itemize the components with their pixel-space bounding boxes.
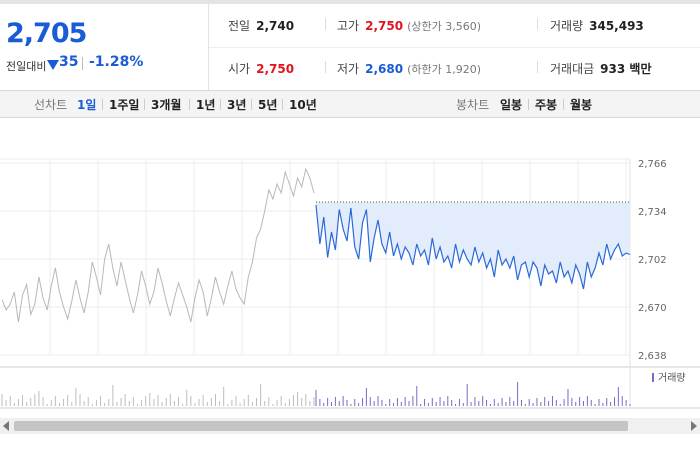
today-price-line [315,204,631,290]
tab-5years[interactable]: 5년 [258,98,278,112]
quote-panel: 2,705 전일대비 35 -1.28% 전일 2,740 고가 2,750 (상한가… [0,4,700,91]
change-divider [82,57,83,70]
candle-chart-title: 봉차트 [456,98,490,112]
y-tick-label: 2,702 [638,255,667,266]
y-tick-label: 2,670 [638,303,667,314]
tab-3years[interactable]: 3년 [227,98,247,112]
amount-value: 933 백만 [600,62,652,76]
current-price-box: 2,705 전일대비 35 -1.28% [0,4,209,90]
open-label: 시가 [228,62,251,76]
y-tick-label: 2,734 [638,207,667,218]
volume: 거래량 345,493 [550,17,644,34]
tab-separator [220,99,221,110]
tab-daily-candle[interactable]: 일봉 [500,98,523,112]
tab-separator [563,99,564,110]
y-axis-ticks: 2,766 2,734 2,702 2,670 2,638 [638,159,667,362]
tab-separator [144,99,145,110]
scroll-right-arrow-icon[interactable] [691,421,697,431]
chart-tab-bar: 선차트 1일 1주일 3개월 1년 3년 5년 10년 봉차트 일봉 주봉 월봉 [0,91,700,118]
chart-grid [0,158,700,409]
row-divider [209,47,700,48]
tab-10years[interactable]: 10년 [289,98,317,112]
tab-separator [528,99,529,110]
open-value: 2,750 [256,62,295,76]
separator [325,61,326,73]
tab-monthly-candle[interactable]: 월봉 [570,98,593,112]
high: 고가 2,750 (상한가 3,560) [337,17,481,34]
separator [537,61,538,73]
high-value: 2,750 [365,19,404,33]
tab-weekly-candle[interactable]: 주봉 [535,98,558,112]
lower-limit: (하한가 1,920) [407,63,481,76]
change-label: 전일대비 [6,60,47,73]
low: 저가 2,680 (하한가 1,920) [337,60,481,77]
low-label: 저가 [337,62,360,76]
line-chart-title: 선차트 [34,98,68,112]
change-percent: -1.28% [89,54,144,70]
volume-value: 345,493 [589,19,644,33]
horizontal-scrollbar[interactable] [0,418,700,434]
tab-separator [282,99,283,110]
prev-close: 전일 2,740 [228,17,294,34]
prev-close-value: 2,740 [256,19,295,33]
current-price: 2,705 [6,18,87,49]
tab-3months[interactable]: 3개월 [151,98,182,112]
separator [537,18,538,30]
prev-day-price-line [1,167,315,323]
tab-separator [251,99,252,110]
y-tick-label: 2,638 [638,351,667,362]
volume-bars [1,382,631,406]
tab-1week[interactable]: 1주일 [109,98,140,112]
tab-1year[interactable]: 1년 [196,98,216,112]
prev-close-label: 전일 [228,19,251,33]
open: 시가 2,750 [228,60,294,77]
down-arrow-icon [47,60,59,70]
volume-legend-swatch [652,373,654,382]
amount-label: 거래대금 [550,62,595,76]
tab-separator [189,99,190,110]
volume-legend: 거래량 [658,372,686,384]
top-border [0,0,700,4]
volume-label: 거래량 [550,19,584,33]
separator [325,18,326,30]
reference-fill-area [316,202,630,289]
upper-limit: (상한가 3,560) [407,20,481,33]
tab-separator [102,99,103,110]
y-tick-label: 2,766 [638,159,667,170]
change-value: 35 [59,54,79,70]
scroll-left-arrow-icon[interactable] [3,421,9,431]
amount: 거래대금 933 백만 [550,60,651,77]
tab-1day[interactable]: 1일 [77,98,97,112]
low-value: 2,680 [365,62,404,76]
price-chart: 2,766 2,734 2,702 2,670 2,638 거래량 [0,158,700,434]
scrollbar-thumb[interactable] [14,421,628,431]
high-label: 고가 [337,19,360,33]
